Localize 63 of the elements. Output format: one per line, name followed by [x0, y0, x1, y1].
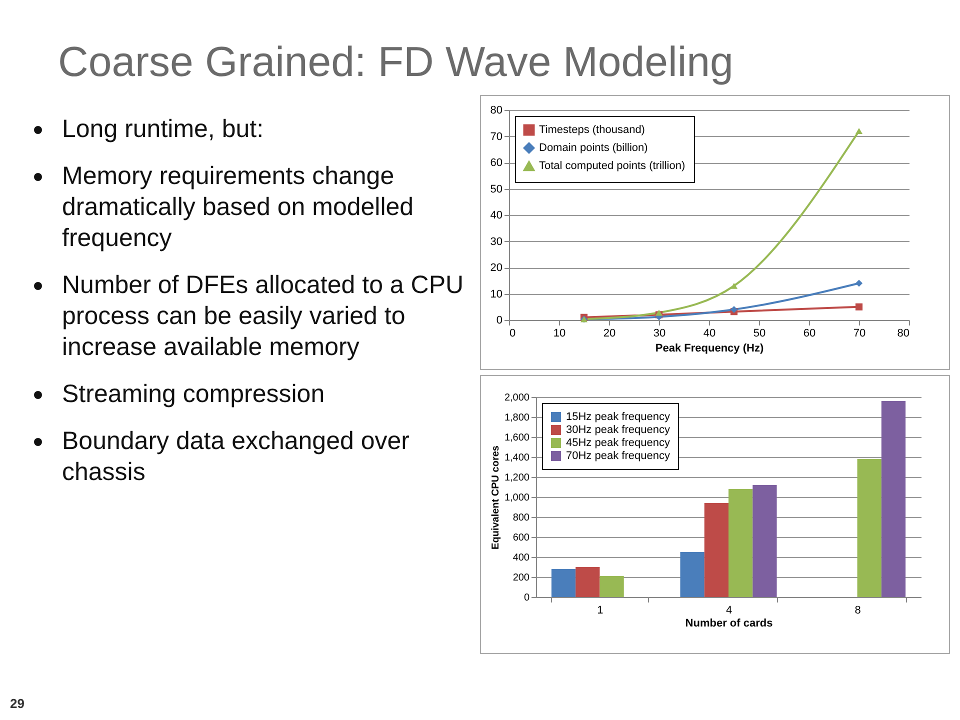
- text: Streaming compression: [62, 379, 326, 410]
- bar: [600, 576, 624, 597]
- y-axis-title: Equivalent CPU cores: [490, 445, 502, 550]
- bar: [857, 459, 882, 597]
- text: Number of DFEs allocated to a CPU process can be easily varied to increase available memory: [62, 270, 465, 363]
- text: Boundary data exchanged over chassis: [62, 426, 410, 488]
- x-tick-label: 20: [603, 328, 616, 340]
- y-tick-label: 800: [512, 512, 530, 524]
- point: [730, 282, 738, 289]
- bar: [881, 401, 906, 597]
- x-tick-label: 40: [703, 328, 716, 340]
- y-tick-label: 50: [490, 183, 502, 196]
- text: Coarse Grained: FD Wave Modeling: [58, 38, 734, 86]
- bar: [680, 552, 704, 597]
- y-tick-label: 1,000: [504, 492, 530, 504]
- legend-label: Timesteps (thousand): [539, 124, 645, 136]
- x-tick-label: 4: [726, 604, 732, 616]
- y-tick-label: 60: [490, 157, 502, 169]
- x-axis-title: Peak Frequency (Hz): [655, 342, 764, 354]
- bar: [752, 485, 777, 597]
- bar: [728, 489, 753, 597]
- point: [655, 310, 663, 316]
- text: 29: [10, 696, 24, 711]
- y-tick-label: 1,400: [504, 452, 530, 464]
- y-tick-label: 400: [512, 552, 530, 564]
- x-tick-label: 80: [897, 328, 910, 340]
- y-tick-label: 20: [490, 262, 502, 274]
- x-tick-label: 60: [803, 328, 816, 340]
- text: Long runtime, but:: [62, 114, 265, 145]
- x-tick-label: 30: [653, 328, 666, 340]
- y-tick-label: 600: [512, 532, 530, 544]
- x-tick-label: 70: [853, 328, 866, 340]
- y-tick-label: 0: [496, 314, 502, 326]
- legend-label: Domain points (billion): [539, 142, 648, 154]
- bar: [576, 567, 600, 597]
- legend-label: 15Hz peak frequency: [566, 411, 670, 423]
- legend-label: 30Hz peak frequency: [566, 424, 670, 436]
- x-tick-label: 8: [854, 604, 861, 616]
- y-tick-label: 1,200: [504, 472, 530, 484]
- bar: [704, 503, 728, 597]
- y-tick-label: 2,000: [504, 392, 530, 404]
- point: [855, 280, 863, 287]
- text: Memory requirements change dramatically based on modelled frequency: [62, 161, 415, 254]
- y-tick-label: 200: [512, 572, 530, 584]
- x-tick-label: 50: [753, 328, 766, 340]
- y-tick-label: 0: [524, 592, 530, 604]
- point: [855, 128, 863, 134]
- y-tick-label: 40: [490, 210, 502, 222]
- y-tick-label: 80: [490, 104, 502, 116]
- x-tick-label: 10: [553, 328, 566, 340]
- bar: [551, 569, 576, 597]
- x-tick-label: 1: [597, 604, 604, 616]
- y-tick-label: 70: [490, 130, 502, 143]
- legend-label: 70Hz peak frequency: [566, 450, 670, 462]
- y-tick-label: 1,600: [504, 432, 530, 444]
- x-axis-title: Number of cards: [685, 618, 773, 630]
- y-tick-label: 1,800: [504, 412, 530, 424]
- legend-label: Total computed points (trillion): [539, 160, 686, 172]
- y-tick-label: 30: [490, 236, 502, 248]
- y-tick-label: 10: [490, 288, 502, 300]
- legend-label: 45Hz peak frequency: [566, 437, 670, 449]
- point: [855, 303, 863, 310]
- point: [730, 306, 738, 314]
